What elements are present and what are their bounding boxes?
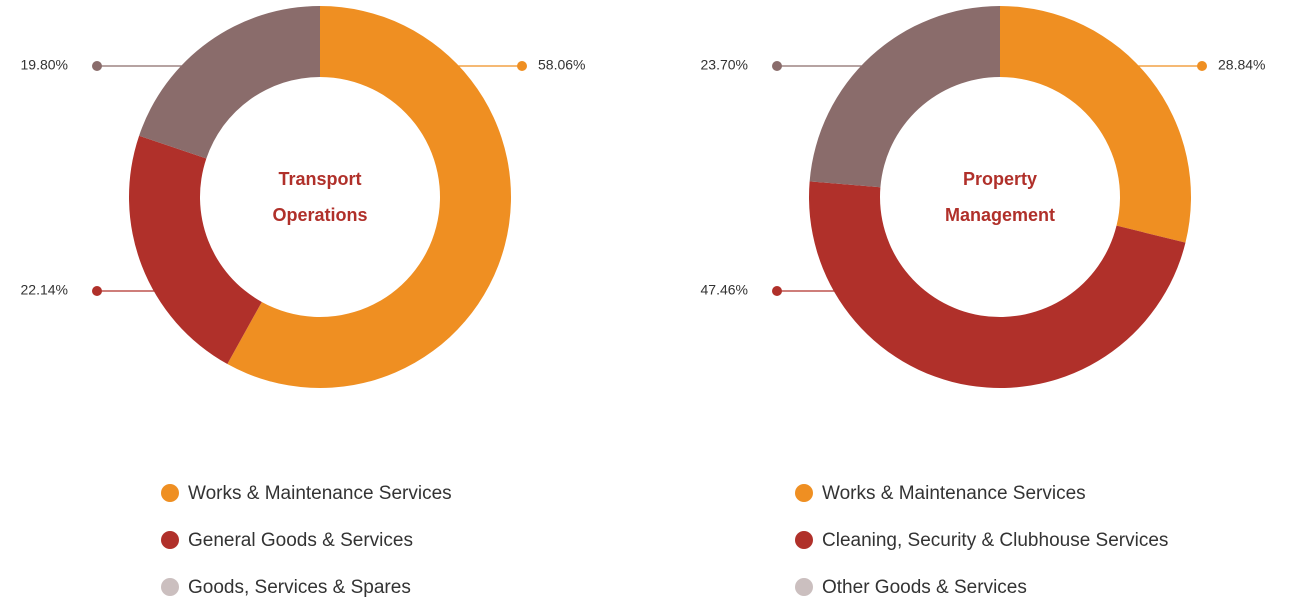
value-label: 58.06% bbox=[538, 57, 585, 73]
legend-label: Works & Maintenance Services bbox=[188, 483, 452, 504]
legend-label: Cleaning, Security & Clubhouse Services bbox=[822, 530, 1168, 551]
legend-dot bbox=[161, 484, 179, 502]
legend-dot bbox=[161, 531, 179, 549]
legend-dot bbox=[795, 578, 813, 596]
donut-slice bbox=[809, 6, 1000, 188]
donut-slice bbox=[809, 181, 1186, 389]
legend-dot bbox=[795, 531, 813, 549]
leader-dot bbox=[517, 61, 527, 71]
legend-dot bbox=[795, 484, 813, 502]
center-title: Transport Operations bbox=[272, 169, 368, 225]
donut-slice bbox=[227, 6, 511, 388]
leader-dot bbox=[1197, 61, 1207, 71]
value-label: 28.84% bbox=[1218, 57, 1265, 73]
value-label: 47.46% bbox=[701, 282, 748, 298]
legend-dot bbox=[161, 578, 179, 596]
leader-dot bbox=[92, 286, 102, 296]
leader-dot bbox=[772, 286, 782, 296]
donut-slice bbox=[139, 6, 320, 159]
leader-dot bbox=[772, 61, 782, 71]
center-title: Property Management bbox=[944, 169, 1056, 225]
donut-slice bbox=[128, 135, 262, 365]
legend-label: Other Goods & Services bbox=[822, 577, 1027, 598]
value-label: 19.80% bbox=[21, 57, 68, 73]
legend-label: Works & Maintenance Services bbox=[822, 483, 1086, 504]
leader-dot bbox=[92, 61, 102, 71]
value-label: 23.70% bbox=[701, 57, 748, 73]
legend-label: General Goods & Services bbox=[188, 530, 413, 551]
value-label: 22.14% bbox=[21, 282, 68, 298]
legend-label: Goods, Services & Spares bbox=[188, 577, 411, 598]
donut-slice bbox=[1000, 6, 1191, 243]
